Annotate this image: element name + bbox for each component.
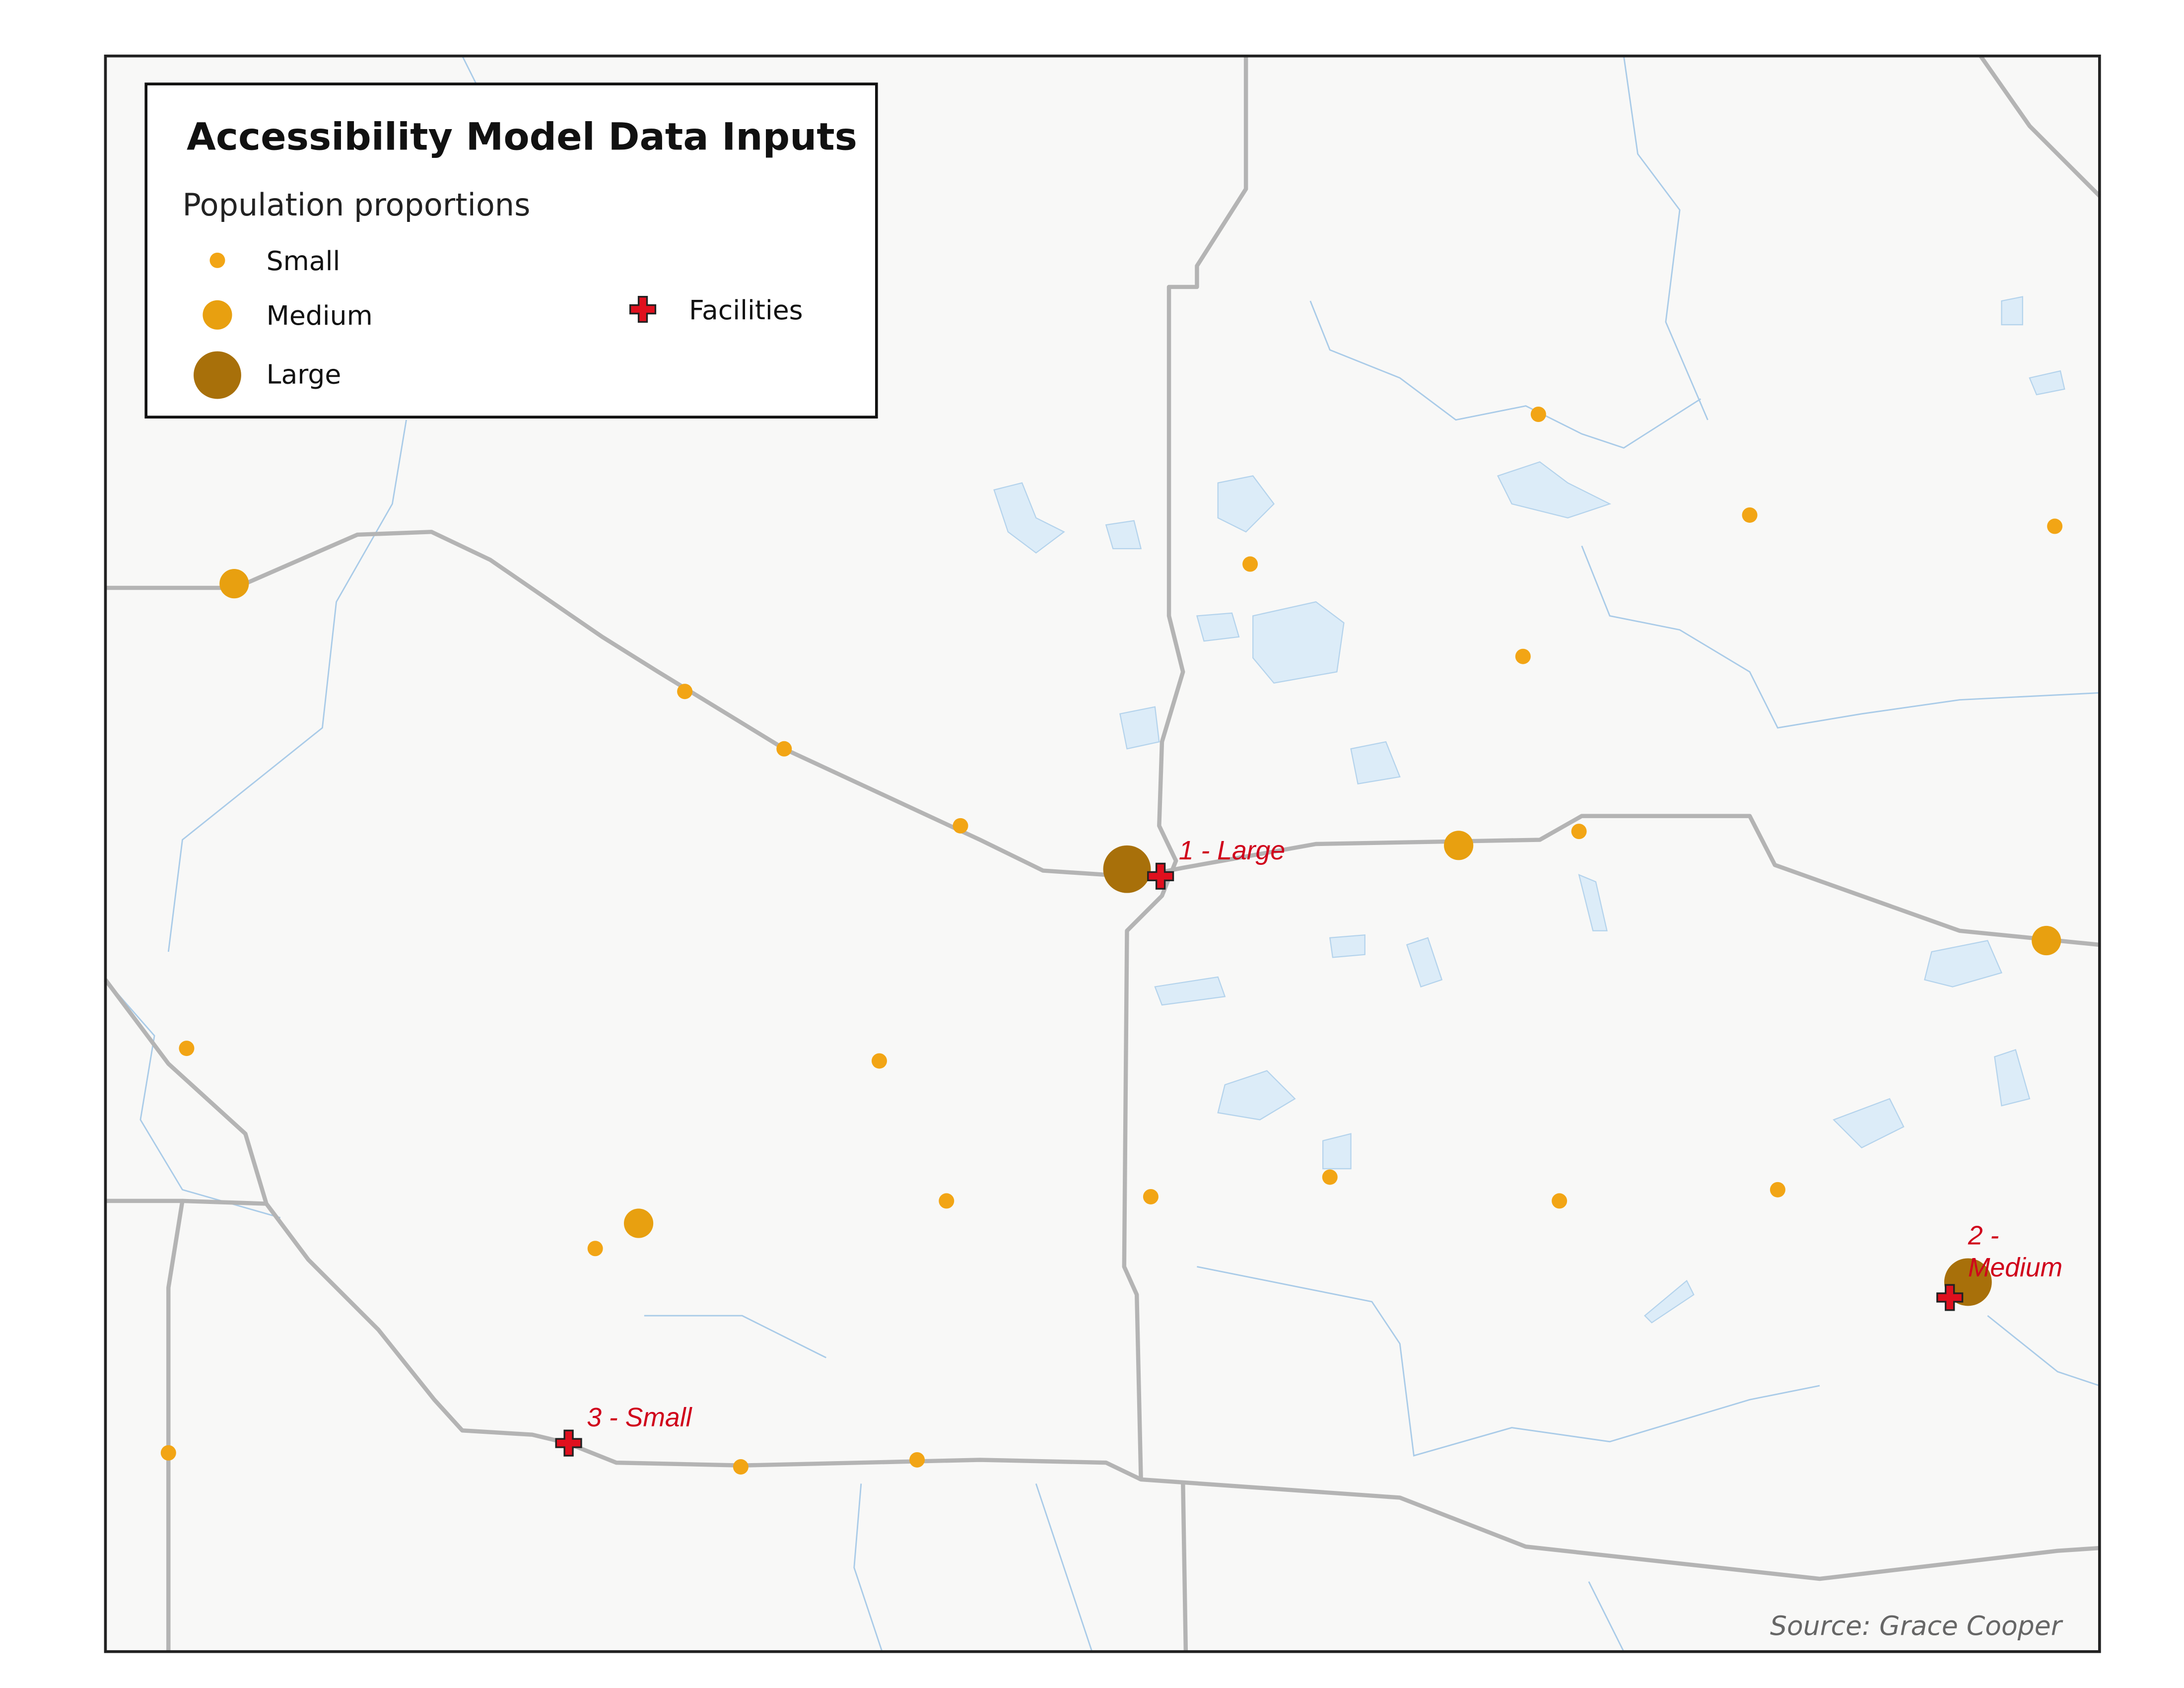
legend-label: Medium [267, 300, 373, 331]
lake [1105, 520, 1142, 550]
river [1623, 56, 1708, 421]
lake [1252, 601, 1345, 684]
river [1035, 1483, 1093, 1652]
lake [1329, 934, 1365, 958]
road [182, 1198, 267, 1206]
population-point [209, 252, 225, 268]
legend-label: Small [267, 245, 341, 277]
population-point [203, 300, 232, 330]
lake [2001, 296, 2023, 326]
population-point [2032, 925, 2061, 956]
lake [1217, 1070, 1296, 1121]
population-point [871, 1053, 887, 1069]
points [160, 406, 2063, 1475]
source: Source: Grace Cooper [1770, 1610, 2063, 1641]
population-point [1103, 845, 1151, 893]
population-point [623, 1208, 654, 1238]
lake [2029, 370, 2065, 396]
facility-label: 3 - Small [587, 1403, 692, 1432]
legend-label: Large [267, 358, 341, 390]
river [1309, 300, 1702, 449]
river [105, 979, 281, 1219]
population-point [219, 569, 249, 599]
lake [1119, 706, 1160, 750]
lake [1350, 741, 1401, 785]
population-point [160, 1445, 176, 1461]
lake [993, 482, 1065, 554]
facility-labels: 1 - Large 2 - Medium 3 - Small [587, 836, 2062, 1432]
road [1122, 56, 1248, 1481]
lakes [993, 296, 2065, 1324]
lake [1217, 475, 1275, 533]
roads [104, 55, 2101, 1652]
population-point [776, 741, 792, 757]
river [1588, 1581, 1625, 1652]
facility-label: Medium [1968, 1253, 2062, 1282]
population-point [939, 1193, 955, 1209]
map-frame [104, 54, 2101, 1653]
population-point [1770, 1182, 1785, 1197]
population-point [1571, 824, 1587, 840]
road [105, 530, 2100, 947]
lake [1994, 1049, 2031, 1107]
road [1979, 55, 2101, 198]
population-point [1530, 406, 1546, 422]
road [1181, 1480, 1188, 1652]
population-point [179, 1041, 195, 1056]
population-point [677, 684, 693, 700]
lake [1154, 976, 1226, 1006]
river [853, 1483, 883, 1652]
river [1197, 1266, 1820, 1457]
lake [1406, 937, 1443, 987]
lake [1833, 1098, 1905, 1149]
lake [1497, 461, 1612, 519]
river [1987, 1315, 2100, 1387]
facility [555, 1429, 582, 1457]
lake [1322, 1133, 1352, 1170]
population-point [1242, 556, 1258, 572]
facility [1936, 1284, 1964, 1311]
population-point [1742, 507, 1758, 523]
population-point [733, 1459, 749, 1475]
lake [1578, 874, 1608, 931]
population-point [1444, 831, 1474, 860]
road [104, 978, 2100, 1581]
lake [1924, 940, 2003, 987]
legend-title: Accessibility Model Data Inputs [187, 115, 857, 159]
population-point [1515, 648, 1531, 664]
facility-label: 1 - Large [1179, 836, 1285, 865]
lake [1196, 612, 1240, 642]
legend: Accessibility Model Data Inputs Populati… [144, 82, 878, 419]
legend-subtitle: Population proportions [182, 187, 530, 223]
population-point [1552, 1193, 1568, 1209]
river [1581, 545, 2100, 729]
road [105, 1198, 185, 1652]
legend-label: Facilities [689, 294, 803, 326]
facility [1147, 862, 1174, 890]
facility [629, 295, 657, 323]
river [167, 420, 407, 952]
facility-label: 2 - [1968, 1221, 1999, 1250]
population-point [1322, 1169, 1338, 1185]
legend-box [144, 82, 878, 419]
population-point [909, 1452, 925, 1468]
population-point [953, 818, 968, 834]
river [644, 1315, 826, 1358]
population-point [587, 1241, 603, 1257]
population-point [2047, 518, 2063, 534]
population-point [194, 351, 241, 399]
population-point [1143, 1189, 1159, 1204]
lake [1643, 1279, 1695, 1324]
